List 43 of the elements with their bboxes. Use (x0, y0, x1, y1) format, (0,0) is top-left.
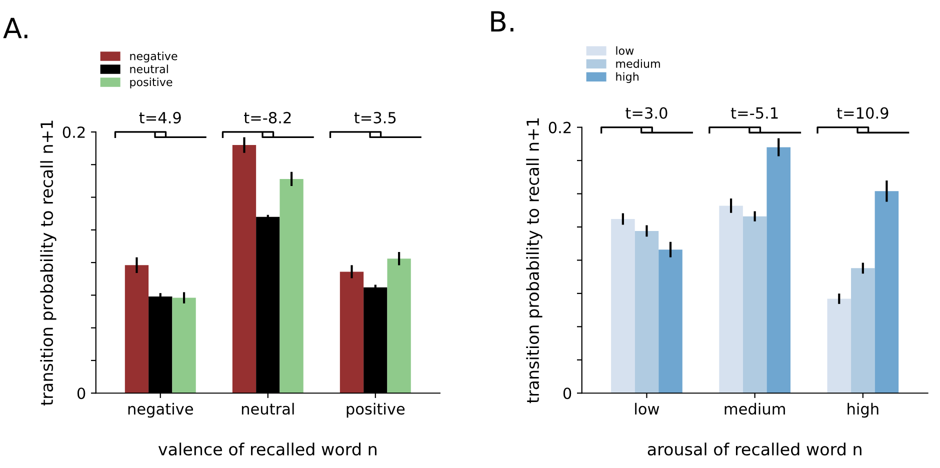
text: A. (3, 18, 28, 38)
y-tick-label: 0.2 (62, 126, 85, 138)
y-tick-label: 0 (77, 388, 86, 400)
text: t=4.9 (139, 112, 181, 124)
text: t=-5.1 (730, 107, 778, 119)
legend-label: high (616, 72, 638, 83)
bar (232, 145, 256, 394)
legend-label: neutral (130, 64, 168, 74)
bar (340, 272, 364, 394)
x-tick-label: neutral (242, 402, 294, 415)
bar (874, 191, 899, 394)
bar (742, 216, 767, 394)
text: t=-8.2 (244, 112, 291, 124)
bar (387, 258, 411, 394)
x-axis-title: valence of recalled word n (158, 442, 376, 456)
bar (766, 147, 790, 394)
x-tick-label: positive (346, 402, 405, 418)
x-tick-label: medium (724, 402, 785, 415)
y-tick-label: 0.2 (548, 122, 571, 134)
y-axis-title: transition probability to recall n+1 (526, 118, 542, 404)
bar (611, 219, 635, 394)
y-tick-label: 0 (563, 388, 572, 400)
bar (827, 298, 852, 394)
x-tick-label: high (848, 402, 878, 418)
bar (172, 298, 196, 394)
text: t=10.9 (836, 107, 888, 119)
legend-label: negative (130, 52, 178, 62)
bar (634, 230, 659, 394)
bar (280, 178, 304, 394)
legend-label: low (616, 46, 634, 55)
text: t=3.5 (354, 112, 396, 124)
x-axis-title: arousal of recalled word n (648, 442, 862, 456)
text: t=3.0 (626, 107, 668, 119)
x-tick-label: low (635, 402, 660, 415)
bar (124, 265, 149, 394)
bar (851, 268, 875, 394)
text: B. (491, 11, 514, 32)
bar (658, 250, 682, 394)
legend-label: medium (616, 59, 660, 68)
legend-label: positive (130, 78, 172, 88)
x-tick-label: negative (128, 402, 193, 418)
y-axis-title: transition probability to recall n+1 (40, 120, 56, 406)
bar (719, 206, 743, 394)
